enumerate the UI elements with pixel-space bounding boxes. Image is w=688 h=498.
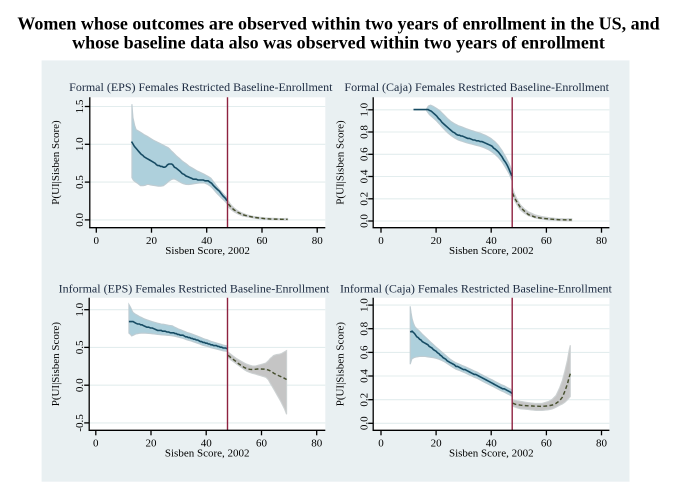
svg-text:P(UI|Sisben Score): P(UI|Sisben Score)	[50, 120, 62, 205]
svg-text:40: 40	[486, 235, 498, 247]
svg-text:0: 0	[93, 438, 99, 450]
svg-text:20: 20	[146, 438, 158, 450]
svg-text:40: 40	[486, 438, 498, 450]
svg-text:1.0: 1.0	[358, 102, 370, 116]
svg-text:0.6: 0.6	[358, 147, 370, 161]
svg-text:0.4: 0.4	[358, 369, 370, 383]
svg-text:Sisben Score, 2002: Sisben Score, 2002	[449, 447, 534, 459]
svg-text:P(UI|Sisben Score): P(UI|Sisben Score)	[334, 322, 346, 407]
svg-text:1.5: 1.5	[74, 99, 86, 113]
svg-text:80: 80	[596, 438, 608, 450]
svg-text:0.4: 0.4	[358, 169, 370, 183]
svg-text:60: 60	[256, 438, 268, 450]
svg-text:40: 40	[201, 438, 213, 450]
svg-text:60: 60	[541, 438, 553, 450]
svg-text:60: 60	[541, 235, 553, 247]
svg-text:Informal (Caja) Females Restri: Informal (Caja) Females Restricted Basel…	[340, 281, 613, 295]
svg-text:0.5: 0.5	[74, 175, 86, 189]
svg-text:-0.5: -0.5	[74, 414, 86, 432]
svg-text:0: 0	[378, 235, 384, 247]
svg-text:Formal (EPS) Females Restricte: Formal (EPS) Females Restricted Baseline…	[69, 80, 333, 94]
svg-text:0: 0	[94, 235, 100, 247]
svg-text:20: 20	[146, 235, 158, 247]
svg-text:0: 0	[378, 438, 384, 450]
svg-text:Sisben Score, 2002: Sisben Score, 2002	[449, 245, 534, 257]
svg-text:0.8: 0.8	[358, 321, 370, 335]
svg-text:0.5: 0.5	[74, 340, 86, 354]
svg-text:Sisben Score, 2002: Sisben Score, 2002	[165, 447, 250, 459]
svg-text:0.0: 0.0	[358, 416, 370, 430]
svg-text:0.0: 0.0	[358, 214, 370, 228]
svg-text:Formal (Caja) Females Restrict: Formal (Caja) Females Restricted Baselin…	[344, 80, 609, 94]
svg-text:20: 20	[431, 235, 443, 247]
svg-text:Women whose outcomes are obser: Women whose outcomes are observed within…	[17, 14, 659, 34]
svg-text:0.0: 0.0	[74, 378, 86, 392]
svg-text:0.2: 0.2	[358, 393, 370, 407]
svg-text:0.6: 0.6	[358, 345, 370, 359]
svg-text:P(UI|Sisben Score): P(UI|Sisben Score)	[334, 120, 346, 205]
svg-text:0.8: 0.8	[358, 125, 370, 139]
svg-text:P(UI|Sisben Score): P(UI|Sisben Score)	[50, 322, 62, 407]
svg-text:Informal (EPS) Females Restric: Informal (EPS) Females Restricted Baseli…	[59, 281, 330, 295]
svg-text:Sisben Score, 2002: Sisben Score, 2002	[165, 245, 250, 257]
svg-text:1.0: 1.0	[358, 298, 370, 312]
svg-text:0.2: 0.2	[358, 192, 370, 206]
svg-text:40: 40	[201, 235, 213, 247]
svg-text:1.0: 1.0	[74, 302, 86, 316]
svg-text:60: 60	[257, 235, 269, 247]
svg-text:20: 20	[431, 438, 443, 450]
svg-text:whose baseline data also was o: whose baseline data also was observed wi…	[72, 33, 605, 53]
svg-text:80: 80	[311, 438, 323, 450]
svg-text:80: 80	[596, 235, 608, 247]
svg-text:80: 80	[312, 235, 324, 247]
svg-text:0.0: 0.0	[74, 213, 86, 227]
svg-text:1.0: 1.0	[74, 137, 86, 151]
